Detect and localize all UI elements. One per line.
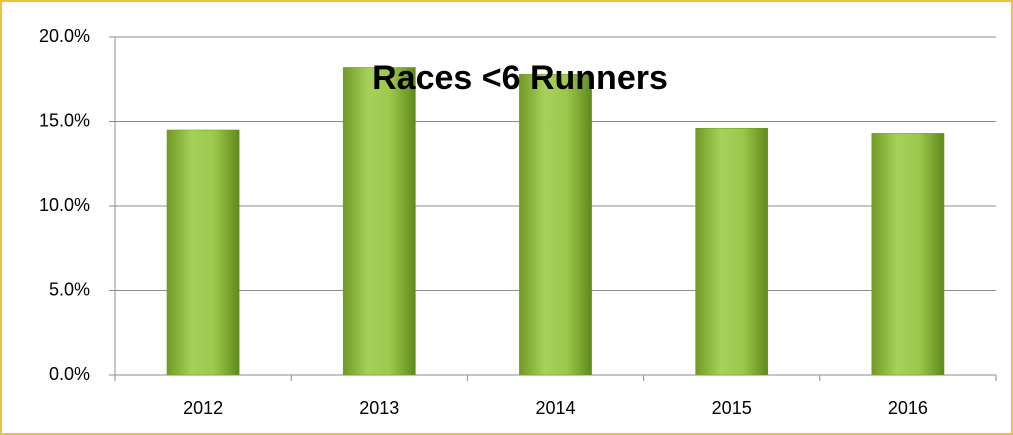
y-tick-label: 15.0% bbox=[39, 110, 90, 130]
x-tick-label: 2015 bbox=[712, 398, 752, 418]
y-tick-label: 0.0% bbox=[49, 364, 90, 384]
bar bbox=[166, 129, 240, 376]
x-tick-label: 2016 bbox=[888, 398, 928, 418]
bar bbox=[519, 73, 592, 376]
bar bbox=[871, 133, 945, 376]
x-tick-label: 2014 bbox=[535, 398, 575, 418]
y-tick-label: 5.0% bbox=[49, 279, 90, 299]
chart-title: Races <6 Runners bbox=[372, 59, 668, 97]
x-tick-label: 2012 bbox=[183, 398, 223, 418]
y-tick-label: 10.0% bbox=[39, 195, 90, 215]
x-tick-label: 2013 bbox=[359, 398, 399, 418]
y-tick-label: 20.0% bbox=[39, 26, 90, 46]
bar bbox=[695, 128, 769, 376]
bar bbox=[342, 67, 416, 376]
